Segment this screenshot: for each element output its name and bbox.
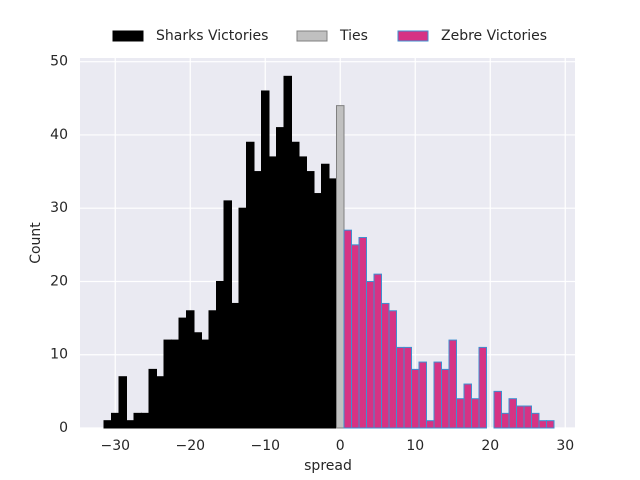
bar (178, 317, 187, 429)
bar (471, 398, 480, 429)
bar (201, 339, 210, 429)
bar (291, 141, 300, 429)
x-axis-label: spread (304, 458, 352, 474)
bar (223, 200, 232, 429)
bar (493, 390, 502, 429)
bar (126, 420, 135, 429)
bar (388, 310, 397, 429)
x-tick-label: 0 (336, 438, 345, 454)
bar (373, 273, 382, 429)
bar (351, 244, 360, 429)
bar (148, 368, 157, 429)
bar (418, 361, 427, 429)
x-tick-label: −30 (100, 438, 130, 454)
bar (426, 420, 435, 429)
bar (343, 229, 352, 429)
bar (156, 376, 165, 429)
bar (238, 207, 247, 429)
bar (403, 346, 412, 429)
legend-label: Sharks Victories (156, 28, 268, 44)
bar (531, 412, 540, 429)
bar (246, 141, 255, 429)
bar (538, 420, 547, 429)
y-tick-label: 50 (50, 54, 68, 70)
bar (283, 75, 292, 429)
bar (478, 346, 487, 429)
bar (193, 332, 202, 429)
x-tick-label: 30 (556, 438, 574, 454)
y-axis-label: Count (28, 222, 44, 264)
bar (163, 339, 172, 429)
bar (336, 105, 345, 429)
bar (231, 302, 240, 429)
bar (298, 156, 307, 429)
bar (501, 412, 510, 429)
legend-label: Zebre Victories (441, 28, 547, 44)
bar (118, 376, 127, 429)
bar (463, 383, 472, 429)
legend-label: Ties (339, 28, 368, 44)
bar (261, 90, 270, 429)
bar (508, 398, 517, 429)
bar (396, 346, 405, 429)
bar (546, 420, 555, 429)
bar (523, 405, 532, 429)
y-tick-label: 0 (59, 420, 68, 436)
bar (381, 302, 390, 429)
y-tick-label: 40 (50, 127, 68, 143)
bar (321, 163, 330, 429)
bar (208, 310, 217, 429)
bar (268, 156, 277, 429)
bar (411, 368, 420, 429)
bar (366, 280, 375, 429)
bar (216, 280, 225, 429)
x-tick-label: 10 (406, 438, 424, 454)
bar (133, 412, 142, 429)
bar (441, 368, 450, 429)
y-tick-label: 20 (50, 273, 68, 289)
bar (516, 405, 525, 429)
bar (433, 361, 442, 429)
x-tick-label: −10 (250, 438, 280, 454)
x-tick-label: −20 (175, 438, 205, 454)
bar (171, 339, 180, 429)
y-tick-label: 30 (50, 200, 68, 216)
bar (253, 171, 262, 429)
bar (276, 127, 285, 429)
bar (103, 420, 112, 429)
bar (456, 398, 465, 429)
bar (358, 237, 367, 429)
bar (141, 412, 150, 429)
bar (306, 171, 315, 429)
bar (328, 178, 337, 429)
bar (448, 339, 457, 429)
legend-swatch (112, 30, 144, 42)
x-tick-label: 20 (481, 438, 499, 454)
bar (313, 193, 322, 429)
legend-swatch (397, 30, 429, 42)
legend-swatch (296, 30, 328, 42)
bar (186, 310, 195, 429)
bar (111, 412, 120, 429)
y-tick-label: 10 (50, 347, 68, 363)
